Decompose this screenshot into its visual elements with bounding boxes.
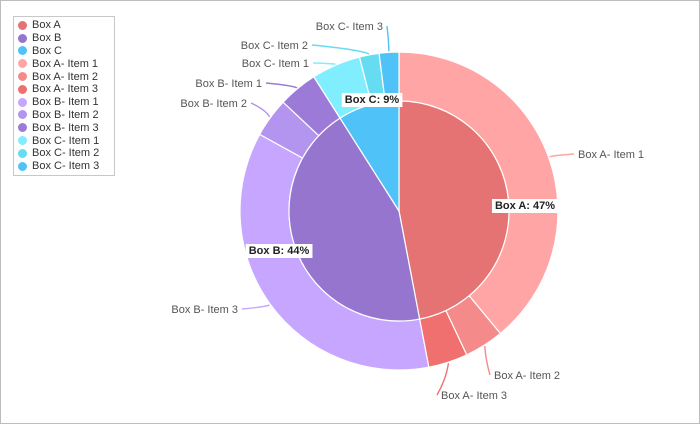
legend-label: Box C	[32, 44, 62, 57]
inner-slice-label: Box A: 47%	[495, 200, 555, 212]
legend-label: Box C- Item 2	[32, 147, 100, 160]
leader-line	[386, 25, 390, 52]
legend-swatch	[18, 72, 27, 82]
legend-item[interactable]: Box C- Item 2	[18, 147, 110, 160]
outer-slice-label: Box C- Item 1	[242, 58, 309, 70]
legend-item[interactable]: Box B	[18, 32, 110, 45]
legend-swatch	[18, 136, 27, 146]
legend-swatch	[18, 123, 27, 133]
outer-slice-label: Box B- Item 1	[195, 78, 262, 90]
legend-item[interactable]: Box B- Item 1	[18, 96, 110, 109]
legend-label: Box B- Item 3	[32, 121, 99, 134]
legend-label: Box A	[32, 19, 61, 32]
leader-line	[311, 44, 370, 55]
outer-slice-label: Box B- Item 3	[171, 304, 238, 316]
outer-slice-label: Box C- Item 3	[316, 21, 383, 33]
legend-item[interactable]: Box B- Item 2	[18, 109, 110, 122]
legend-swatch	[18, 20, 27, 30]
leader-line	[241, 304, 270, 310]
outer-slice-label: Box A- Item 1	[578, 149, 644, 161]
legend-swatch	[18, 148, 27, 158]
legend-label: Box C- Item 3	[32, 160, 100, 173]
legend-item[interactable]: Box C- Item 3	[18, 160, 110, 173]
leader-line	[250, 102, 271, 118]
legend-swatch	[18, 46, 27, 56]
outer-slice-label: Box A- Item 2	[494, 370, 560, 382]
outer-slice-label: Box B- Item 2	[180, 98, 247, 110]
chart-legend: Box A Box B Box C Box A- Item 1 Box A- I…	[13, 16, 115, 176]
legend-label: Box B	[32, 32, 62, 45]
leader-line	[265, 82, 298, 89]
leader-line	[312, 62, 336, 65]
legend-item[interactable]: Box A- Item 2	[18, 70, 110, 83]
legend-item[interactable]: Box C	[18, 45, 110, 58]
legend-label: Box A- Item 2	[32, 70, 99, 83]
outer-slice-label: Box A- Item 3	[441, 390, 507, 402]
leader-line	[549, 153, 575, 158]
inner-label-box	[245, 244, 313, 258]
legend-label: Box A- Item 3	[32, 83, 99, 96]
legend-swatch	[18, 84, 27, 94]
inner-label-box	[341, 93, 403, 107]
legend-item[interactable]: Box A- Item 1	[18, 57, 110, 70]
leader-line	[484, 346, 491, 376]
inner-label-box	[491, 199, 559, 213]
legend-label: Box B- Item 2	[32, 108, 99, 121]
legend-swatch	[18, 59, 27, 69]
legend-swatch	[18, 110, 27, 120]
legend-swatch	[18, 97, 27, 107]
legend-item[interactable]: Box C- Item 1	[18, 134, 110, 147]
inner-slice-label: Box C: 9%	[345, 94, 400, 106]
legend-swatch	[18, 161, 27, 171]
legend-label: Box A- Item 1	[32, 57, 99, 70]
leader-line	[436, 363, 450, 396]
legend-swatch	[18, 33, 27, 43]
legend-item[interactable]: Box A	[18, 19, 110, 32]
inner-slice-label: Box B: 44%	[249, 245, 310, 257]
legend-item[interactable]: Box A- Item 3	[18, 83, 110, 96]
legend-item[interactable]: Box B- Item 3	[18, 121, 110, 134]
outer-slice-label: Box C- Item 2	[241, 40, 308, 52]
legend-label: Box C- Item 1	[32, 134, 100, 147]
legend-label: Box B- Item 1	[32, 96, 99, 109]
